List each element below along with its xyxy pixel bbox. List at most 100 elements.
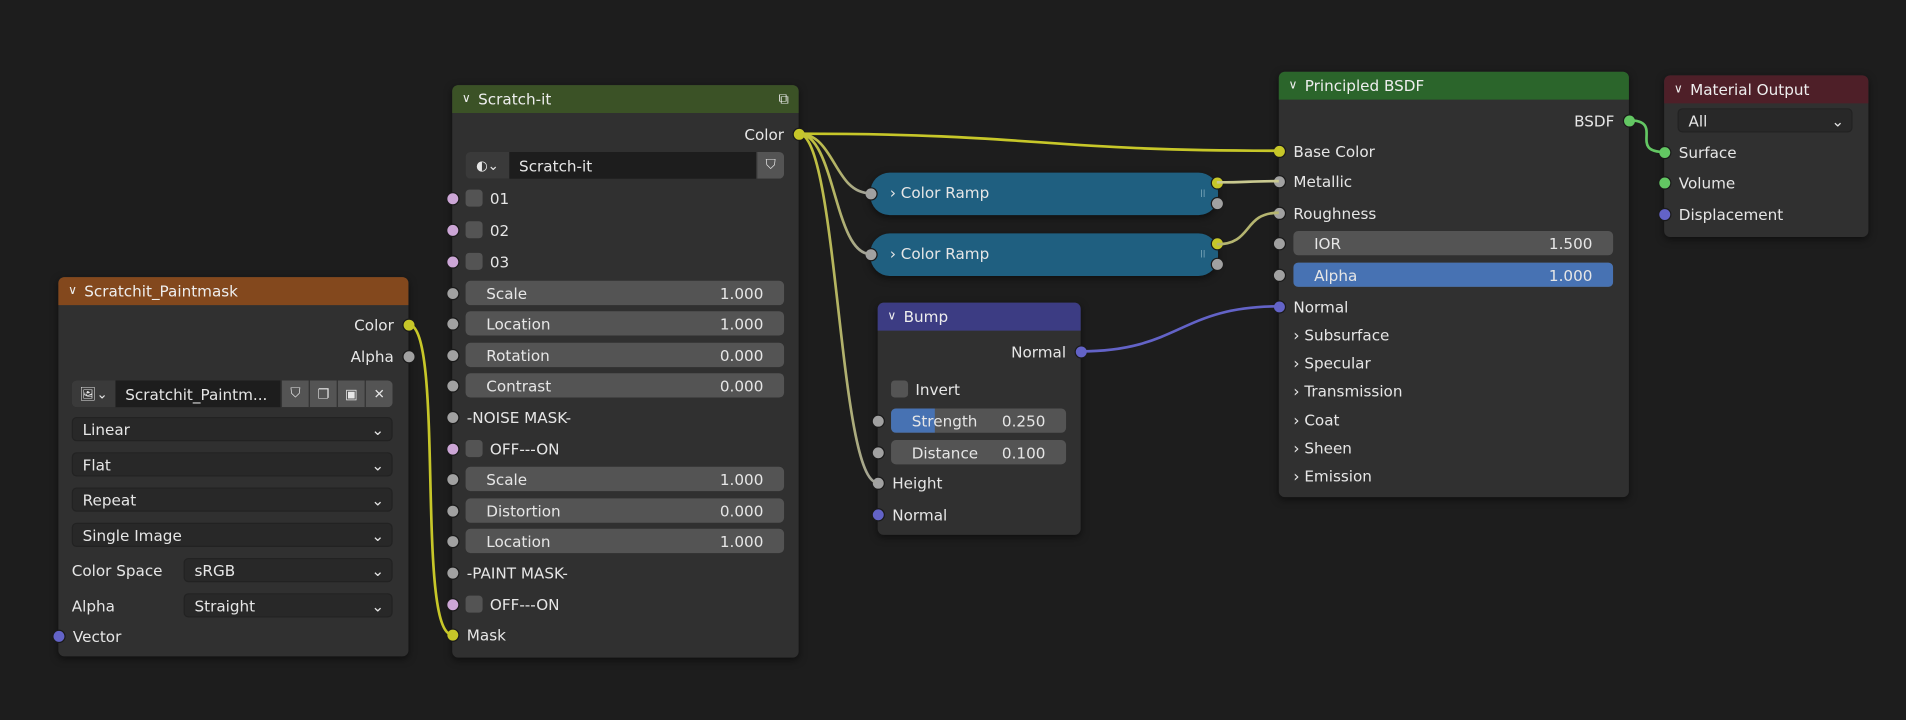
vector-socket[interactable] xyxy=(1657,207,1671,221)
pack-icon[interactable]: ▣ xyxy=(336,380,365,408)
float-socket[interactable] xyxy=(1272,268,1286,282)
vector-socket[interactable] xyxy=(1272,299,1286,314)
slider-rotation[interactable]: Rotation 0.000 xyxy=(465,342,785,368)
dropdown[interactable]: Repeat ⌄ xyxy=(71,487,393,512)
node-header[interactable]: ∨ Scratch-it ⧉ xyxy=(452,85,799,114)
link-color-to-base-color[interactable] xyxy=(798,132,1279,153)
slider-strength[interactable]: Strength 0.250 xyxy=(891,408,1067,433)
close-icon[interactable]: ✕ xyxy=(364,380,393,408)
node-header[interactable]: ∨ Material Output xyxy=(1664,75,1869,104)
node-color-ramp[interactable]: › Color Ramp ॥ xyxy=(864,233,1225,276)
duplicate-icon[interactable]: ❐ xyxy=(308,380,337,408)
panel-toggle[interactable]: › Specular xyxy=(1293,353,1370,371)
slider-distortion[interactable]: Distortion 0.000 xyxy=(465,498,785,523)
float-socket[interactable] xyxy=(401,349,416,363)
collapse-chevron-icon[interactable]: ∨ xyxy=(461,92,471,106)
bool-socket[interactable] xyxy=(445,254,459,269)
node-tree-icon[interactable]: ◐⌄ xyxy=(465,151,510,179)
dropdown[interactable]: Flat ⌄ xyxy=(71,452,393,477)
float-socket[interactable] xyxy=(870,445,885,459)
node-group-icon[interactable]: ⧉ xyxy=(778,89,789,107)
link-bump-to-normal[interactable] xyxy=(1080,304,1279,353)
checkbox[interactable] xyxy=(891,380,909,398)
shader-socket[interactable] xyxy=(1622,113,1636,128)
checkbox[interactable] xyxy=(465,440,483,458)
float-socket[interactable] xyxy=(445,472,459,486)
float-socket[interactable] xyxy=(1210,257,1225,272)
checkbox[interactable] xyxy=(465,595,483,613)
slider-location[interactable]: Location 1.000 xyxy=(465,311,785,336)
shield-icon[interactable]: ⛉ xyxy=(280,380,309,408)
float-socket[interactable] xyxy=(1272,206,1286,220)
float-socket[interactable] xyxy=(1272,236,1286,250)
node-output[interactable]: ∨ Material Output All ⌄ Surface Volume Displac… xyxy=(1657,75,1869,238)
checkbox[interactable] xyxy=(465,221,483,239)
datablock-selector[interactable]: 🖼⌄ Scratchit_Paintm... ⛉ ❐ ▣ ✕ xyxy=(71,380,393,408)
float-socket[interactable] xyxy=(1210,196,1225,211)
float-socket[interactable] xyxy=(445,316,459,331)
float-socket[interactable] xyxy=(1272,174,1286,188)
shader-socket[interactable] xyxy=(1657,145,1671,159)
bool-socket[interactable] xyxy=(445,441,459,456)
color-socket[interactable] xyxy=(445,627,459,642)
shader-socket[interactable] xyxy=(1657,175,1671,190)
link-color-to-ramp1[interactable] xyxy=(798,132,871,195)
node-header[interactable]: ∨ Scratchit_Paintmask xyxy=(58,277,409,306)
bool-socket[interactable] xyxy=(445,597,459,611)
color-socket[interactable] xyxy=(1210,176,1225,190)
slider-scale[interactable]: Scale 1.000 xyxy=(465,280,785,306)
float-socket[interactable] xyxy=(870,475,885,490)
shield-icon[interactable]: ⛉ xyxy=(756,151,785,179)
float-socket[interactable] xyxy=(445,378,459,393)
float-socket[interactable] xyxy=(445,565,459,580)
slider-ior[interactable]: IOR 1.500 xyxy=(1293,230,1614,256)
panel-toggle[interactable]: › Subsurface xyxy=(1293,325,1389,343)
color-socket[interactable] xyxy=(1272,144,1286,158)
slider-location[interactable]: Location 1.000 xyxy=(465,528,785,554)
node-color-ramp[interactable]: › Color Ramp ॥ xyxy=(864,172,1225,216)
slider-alpha[interactable]: Alpha 1.000 xyxy=(1293,262,1614,287)
checkbox[interactable] xyxy=(465,252,483,270)
collapse-chevron-icon[interactable]: ∨ xyxy=(1673,82,1683,97)
panel-toggle[interactable]: › Emission xyxy=(1293,466,1372,484)
vector-socket[interactable] xyxy=(870,507,885,521)
dropdown[interactable]: All ⌄ xyxy=(1677,108,1853,133)
panel-toggle[interactable]: › Sheen xyxy=(1293,438,1352,456)
slider-distance[interactable]: Distance 0.100 xyxy=(891,440,1067,465)
vector-socket[interactable] xyxy=(1073,344,1088,358)
float-socket[interactable] xyxy=(445,286,459,300)
node-paintmask[interactable]: ∨ Scratchit_Paintmask Color Alpha 🖼⌄ Scratchi… xyxy=(51,277,416,657)
node-bump[interactable]: ∨ Bump Normal Invert Strength 0.250 Distance 0.… xyxy=(870,302,1088,535)
node-scratchit[interactable]: ∨ Scratch-it ⧉ Color ◐⌄ Scratch-it ⛉ 01 02 03 Scal… xyxy=(445,85,806,658)
link-ramp2-to-roughness[interactable] xyxy=(1216,211,1279,246)
collapse-chevron-icon[interactable]: ∨ xyxy=(1288,79,1298,93)
panel-toggle[interactable]: › Coat xyxy=(1293,410,1339,428)
dropdown[interactable]: Linear ⌄ xyxy=(71,416,393,442)
checkbox[interactable] xyxy=(465,189,483,207)
float-socket[interactable] xyxy=(864,247,878,262)
color-socket[interactable] xyxy=(401,317,416,332)
node-principled[interactable]: ∨ Principled BSDF BSDF Base Color Metallic Ro… xyxy=(1272,71,1636,498)
dropdown[interactable]: Straight ⌄ xyxy=(183,593,393,618)
float-socket[interactable] xyxy=(870,413,885,428)
bool-socket[interactable] xyxy=(445,191,459,205)
image-icon[interactable]: 🖼⌄ xyxy=(71,380,116,408)
float-socket[interactable] xyxy=(445,503,459,518)
dropdown[interactable]: Single Image ⌄ xyxy=(71,522,393,548)
collapse-chevron-icon[interactable]: ∨ xyxy=(887,309,897,324)
link-ramp1-to-metallic[interactable] xyxy=(1216,179,1279,184)
slider-contrast[interactable]: Contrast 0.000 xyxy=(465,373,785,398)
vector-socket[interactable] xyxy=(51,629,66,643)
float-socket[interactable] xyxy=(445,534,459,548)
panel-toggle[interactable]: › Transmission xyxy=(1293,381,1402,399)
color-socket[interactable] xyxy=(791,127,806,141)
dropdown[interactable]: sRGB ⌄ xyxy=(183,557,393,583)
float-socket[interactable] xyxy=(864,187,878,201)
float-socket[interactable] xyxy=(445,348,459,362)
node-header[interactable]: ∨ Principled BSDF xyxy=(1278,71,1629,100)
collapse-chevron-icon[interactable]: ∨ xyxy=(68,284,77,298)
link-color-to-ramp2[interactable] xyxy=(798,132,871,256)
chevron-right-icon[interactable]: › xyxy=(889,183,901,202)
color-socket[interactable] xyxy=(1210,237,1225,251)
